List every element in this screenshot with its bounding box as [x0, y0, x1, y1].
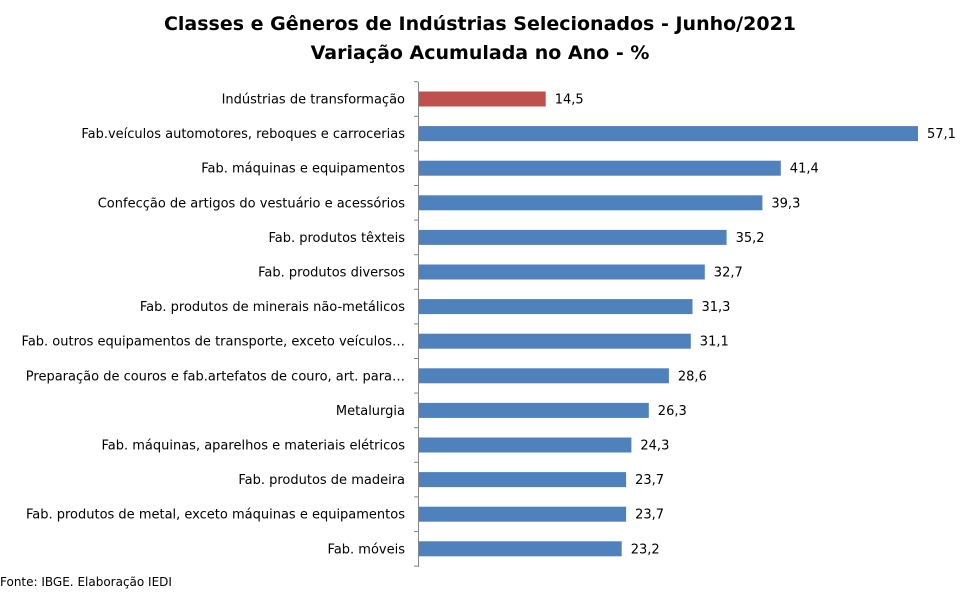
data-label: 24,3	[640, 439, 669, 454]
category-label: Metalurgia	[336, 404, 405, 419]
bar-10	[419, 437, 632, 453]
data-label: 23,7	[635, 473, 664, 488]
data-label: 35,2	[736, 231, 765, 246]
bar-7	[419, 333, 691, 349]
chart-title: Classes e Gêneros de Indústrias Selecion…	[163, 13, 797, 35]
category-label: Preparação de couros e fab.artefatos de …	[26, 369, 405, 384]
chart-subtitle: Variação Acumulada no Ano - %	[310, 42, 650, 64]
bar-13	[419, 541, 622, 557]
data-label: 23,2	[631, 542, 660, 557]
category-label: Fab. móveis	[328, 542, 406, 557]
bar-5	[419, 264, 705, 280]
category-label: Confecção de artigos do vestuário e aces…	[98, 196, 406, 211]
bar-8	[419, 368, 669, 384]
bar-6	[419, 299, 693, 315]
data-label: 57,1	[927, 127, 956, 142]
category-label: Indústrias de transformação	[222, 93, 405, 108]
data-label: 31,3	[702, 300, 731, 315]
data-label: 14,5	[555, 93, 584, 108]
data-label: 23,7	[635, 508, 664, 523]
category-label: Fab. outros equipamentos de transporte, …	[22, 335, 405, 350]
data-label: 32,7	[714, 266, 743, 281]
category-label: Fab. produtos de minerais não-metálicos	[140, 300, 405, 315]
category-label: Fab. máquinas e equipamentos	[201, 162, 405, 177]
source-note: Fonte: IBGE. Elaboração IEDI	[0, 575, 172, 589]
category-label: Fab. produtos de metal, exceto máquinas …	[26, 508, 405, 523]
bar-3	[419, 195, 763, 211]
data-label: 31,1	[700, 335, 729, 350]
bar-12	[419, 506, 627, 522]
bar-2	[419, 160, 781, 176]
bar-0	[419, 91, 546, 107]
data-label: 26,3	[658, 404, 687, 419]
data-label: 41,4	[790, 162, 819, 177]
bar-11	[419, 472, 627, 488]
data-label: 39,3	[771, 196, 800, 211]
data-label: 28,6	[678, 369, 707, 384]
category-label: Fab. produtos têxteis	[268, 231, 405, 246]
category-label: Fab. produtos de madeira	[238, 473, 405, 488]
category-label: Fab. produtos diversos	[258, 266, 405, 281]
category-label: Fab.veículos automotores, reboques e car…	[81, 127, 405, 142]
bar-4	[419, 229, 727, 245]
bar-1	[419, 126, 918, 142]
bar-9	[419, 402, 649, 418]
category-label: Fab. máquinas, aparelhos e materiais elé…	[101, 439, 405, 454]
